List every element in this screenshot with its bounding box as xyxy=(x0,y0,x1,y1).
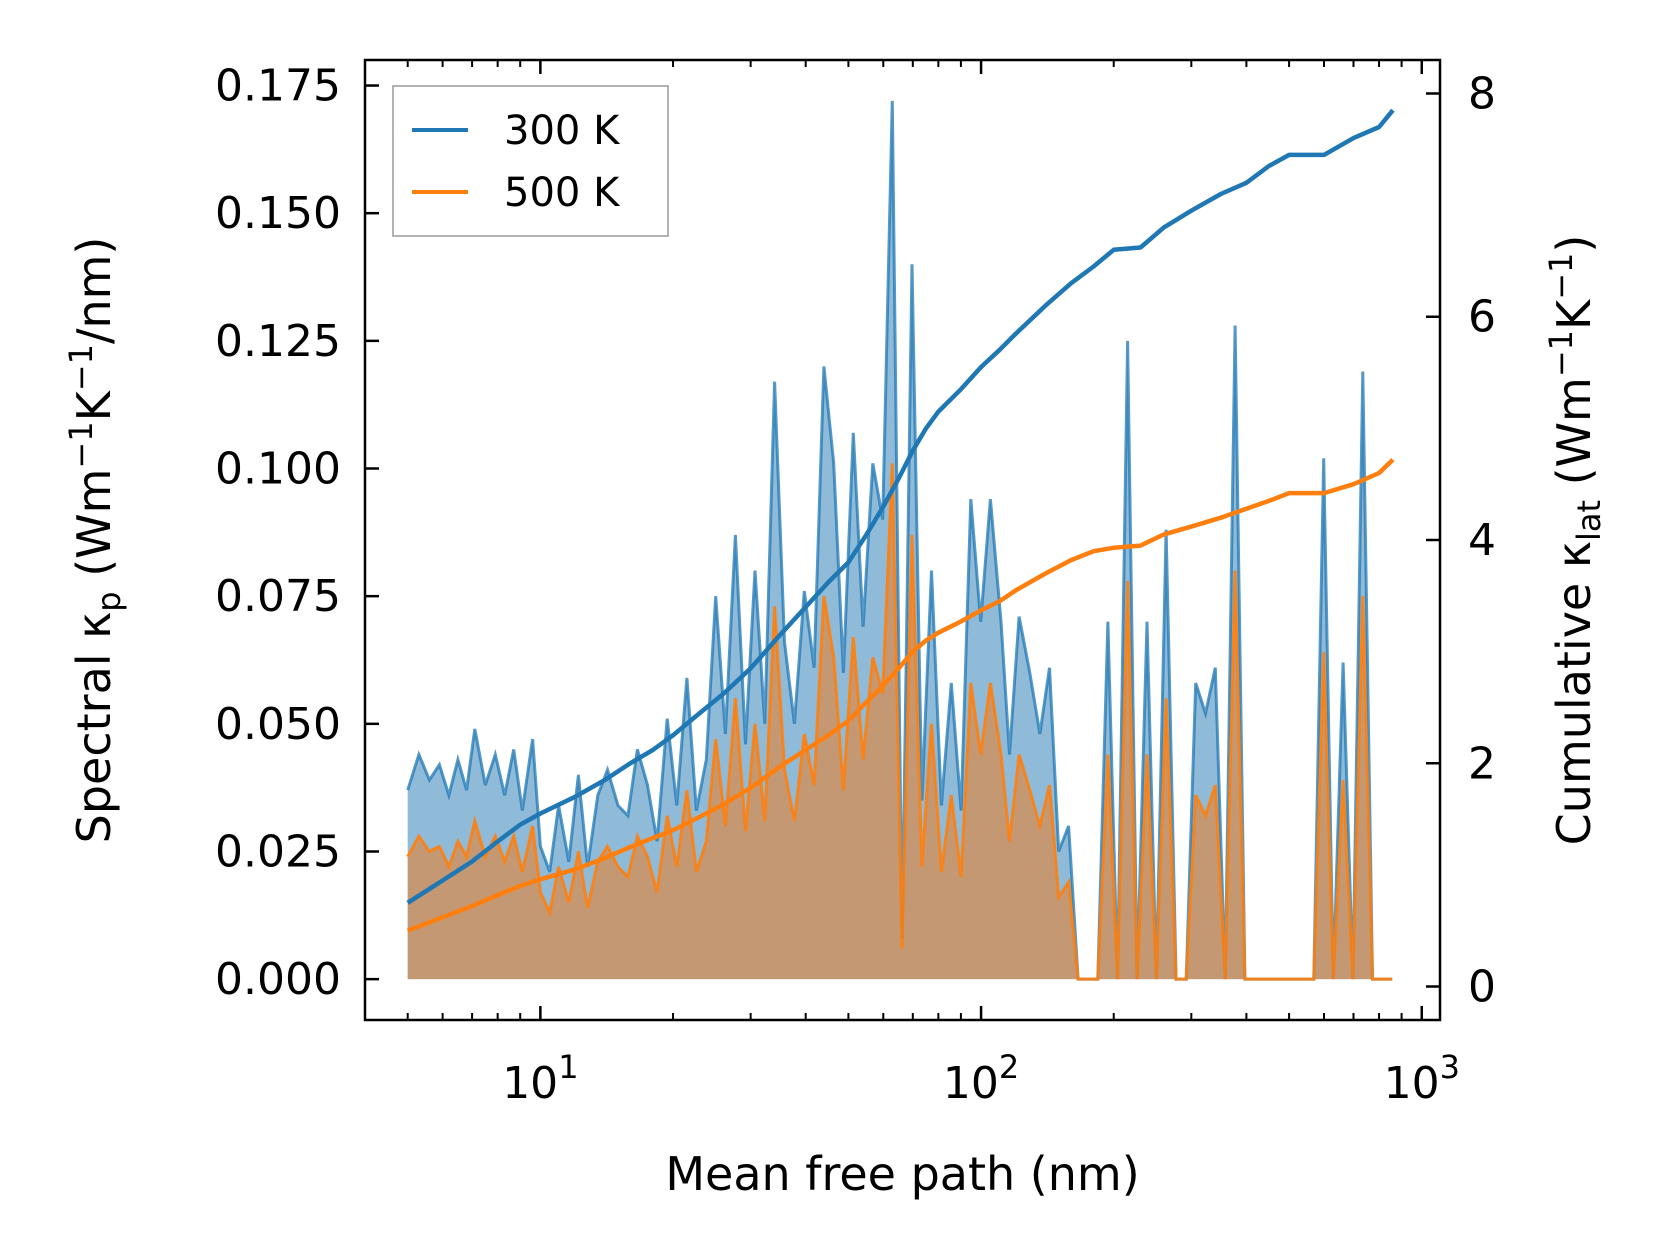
x-tick-label-1: 102 xyxy=(943,1048,1019,1109)
y2-axis-title-mid: K xyxy=(1547,298,1601,330)
legend-box xyxy=(392,85,669,237)
y-tick-label-6: 0.150 xyxy=(215,188,341,239)
axis-ticks xyxy=(364,60,1440,1020)
spectral-lines xyxy=(406,100,1393,981)
y-axis-title-pre: Spectral κ xyxy=(67,612,121,844)
y-axis-title-sub: p xyxy=(90,591,128,611)
legend-label-300k: 300 K xyxy=(504,108,621,154)
x-axis-title: Mean free path (nm) xyxy=(665,1147,1139,1201)
y2-axis-title-post: (Wm xyxy=(1547,377,1601,500)
y-tick-label-2: 0.050 xyxy=(215,699,341,750)
y-tick-label-1: 0.025 xyxy=(215,826,341,877)
y2-axis-title-pre: Cumulative κ xyxy=(1547,541,1601,845)
y-tick-label-4: 0.100 xyxy=(215,444,341,495)
axis-tick-labels: 0.000 0.025 0.050 0.075 0.100 0.125 0.150 0.175… xyxy=(215,61,1496,1109)
y2-axis-title: Cumulative κlat (Wm−1K−1) xyxy=(1542,235,1608,846)
legend-label-500k: 500 K xyxy=(504,170,621,216)
y-axis-title-sup2: −1 xyxy=(62,344,100,391)
y2-tick-label-3: 6 xyxy=(1468,292,1496,343)
y2-axis-title-sub: lat xyxy=(1570,500,1608,541)
y-axis-title-mid: K xyxy=(67,389,121,421)
y-tick-label-0: 0.000 xyxy=(215,954,341,1005)
cumulative-line-1 xyxy=(406,457,1395,933)
y-axis-title-post: (Wm xyxy=(67,469,121,592)
y2-axis-title-sup1: −1 xyxy=(1542,330,1580,377)
cumulative-line-0 xyxy=(406,108,1395,905)
x-tick-label-2: 103 xyxy=(1384,1048,1460,1109)
y2-tick-label-4: 8 xyxy=(1468,68,1496,119)
y2-axis-title-end: ) xyxy=(1547,235,1601,253)
y-axis-title: Spectral κp (Wm−1K−1/nm) xyxy=(62,237,128,844)
y2-tick-label-2: 4 xyxy=(1468,515,1496,566)
y-axis-title-sup1: −1 xyxy=(62,421,100,468)
y-axis-title-end: /nm) xyxy=(67,237,121,344)
y2-axis-title-sup2: −1 xyxy=(1542,253,1580,300)
spectral-line-1 xyxy=(406,463,1393,981)
y-tick-label-3: 0.075 xyxy=(215,571,341,622)
y2-tick-label-0: 0 xyxy=(1468,962,1496,1013)
legend: 300 K 500 K xyxy=(392,85,669,237)
y2-tick-label-1: 2 xyxy=(1468,738,1496,789)
y-tick-label-5: 0.125 xyxy=(215,316,341,367)
x-tick-label-0: 101 xyxy=(502,1048,578,1109)
y-tick-label-7: 0.175 xyxy=(215,61,341,112)
spectral-fill-1 xyxy=(407,463,1393,980)
cumulative-lines xyxy=(406,108,1395,933)
